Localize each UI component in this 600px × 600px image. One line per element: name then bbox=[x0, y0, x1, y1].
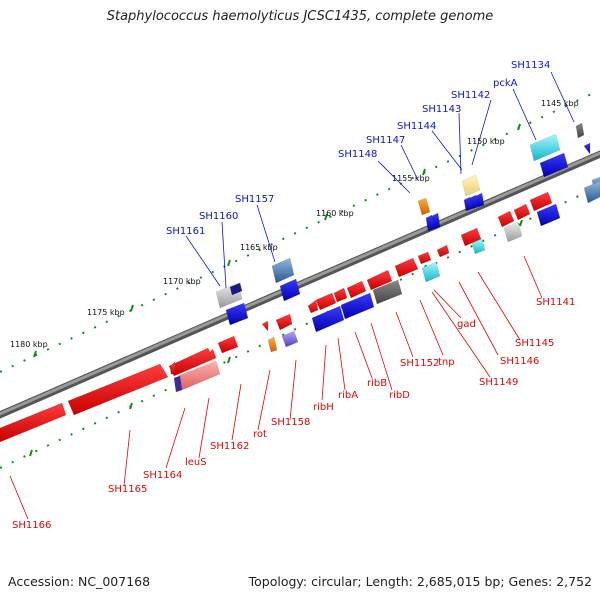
gene-label: rot bbox=[253, 429, 267, 440]
gene-SH1134-arrow bbox=[583, 142, 591, 155]
accession-text: Accession: NC_007168 bbox=[8, 574, 151, 589]
gene-rot-rev bbox=[267, 336, 278, 353]
gene-SH1149 bbox=[436, 244, 450, 258]
gene-SH1141b bbox=[529, 191, 553, 212]
reverse-strand bbox=[0, 180, 600, 443]
genome-backbone bbox=[0, 150, 600, 419]
gene-label: SH1146 bbox=[500, 356, 539, 367]
outer-features bbox=[215, 122, 591, 326]
gene-ribH bbox=[307, 299, 319, 314]
inner-leader-lines bbox=[9, 255, 543, 520]
scale-label: 1145 kbp bbox=[541, 99, 579, 108]
scale-label: 1175 kbp bbox=[87, 308, 125, 317]
gene-label: leuS bbox=[185, 457, 207, 468]
gene-SH1166 bbox=[0, 402, 67, 443]
gene-label: SH1142 bbox=[451, 90, 490, 101]
gene-SH1134-rev bbox=[583, 180, 600, 204]
gene-SH1160 bbox=[225, 302, 249, 326]
gene-SH1148 bbox=[417, 197, 431, 216]
gene-SH1144 bbox=[461, 174, 481, 197]
gene-label: SH1160 bbox=[199, 211, 238, 222]
gene-pckA bbox=[529, 133, 561, 162]
gene-SH1141-rev bbox=[536, 203, 561, 227]
gene-label: SH1145 bbox=[515, 338, 554, 349]
topology-text: Topology: circular; Length: 2,685,015 bp… bbox=[248, 574, 592, 589]
gene-SH1162 bbox=[168, 347, 217, 377]
gene-SH1158-rev bbox=[281, 330, 299, 348]
gene-SH1152-rev bbox=[372, 279, 403, 305]
gene-label: SH1143 bbox=[422, 104, 461, 115]
outer-leader-lines bbox=[185, 71, 575, 289]
gene-SH1145 bbox=[497, 210, 515, 228]
gene-label: SH1144 bbox=[397, 121, 436, 132]
gene-label: SH1147 bbox=[366, 135, 405, 146]
gene-pckA-rev bbox=[539, 152, 569, 178]
gene-label: SH1164 bbox=[143, 470, 182, 481]
gene-SH1147b bbox=[431, 212, 441, 230]
gene-label: tnp bbox=[438, 357, 455, 368]
gene-SH1149-rev bbox=[471, 238, 486, 255]
gene-label: pckA bbox=[493, 78, 518, 89]
gene-label: SH1148 bbox=[338, 149, 377, 160]
gene-ribD bbox=[346, 280, 367, 299]
gene-label: SH1158 bbox=[271, 417, 310, 428]
gene-label: SH1165 bbox=[108, 484, 147, 495]
gene-SH1162-red-tri bbox=[261, 320, 269, 332]
gene-label: SH1166 bbox=[12, 520, 51, 531]
gene-SH1161-dark bbox=[229, 282, 243, 296]
scale-label: 1160 kbp bbox=[316, 209, 354, 218]
gene-rot bbox=[217, 335, 239, 354]
gene-SH1157 bbox=[271, 257, 295, 284]
scale-label: 1150 kbp bbox=[467, 137, 505, 146]
gene-label: ribD bbox=[389, 390, 410, 401]
gene-label: SH1134 bbox=[511, 60, 550, 71]
scale-label: 1180 kbp bbox=[10, 340, 48, 349]
gene-gad bbox=[417, 251, 432, 265]
gene-ribA bbox=[315, 292, 337, 311]
forward-strand bbox=[168, 176, 600, 377]
gene-label: gad bbox=[457, 319, 476, 330]
gene-label: ribH bbox=[313, 402, 334, 413]
gene-label: SH1157 bbox=[235, 194, 274, 205]
page-title: Staphylococcus haemolyticus JCSC1435, co… bbox=[106, 9, 494, 24]
gene-ribA-rev bbox=[340, 292, 375, 320]
gene-ribB bbox=[333, 287, 348, 303]
scale-label: 1165 kbp bbox=[240, 243, 278, 252]
gene-SH1164 bbox=[173, 375, 183, 393]
gene-label: ribB bbox=[367, 378, 387, 389]
scale-label: 1170 kbp bbox=[163, 277, 201, 286]
gene-SH1164-arrow bbox=[169, 361, 177, 375]
gene-label: ribA bbox=[338, 390, 358, 401]
gene-SH1157-rev bbox=[279, 278, 301, 302]
gene-label: SH1161 bbox=[166, 226, 205, 237]
scale-label: 1155 kbp bbox=[392, 174, 430, 183]
gene-SH1152 bbox=[366, 269, 393, 291]
gene-SH1142 bbox=[475, 192, 485, 208]
gene-SH1146 bbox=[460, 227, 482, 247]
gene-SH1165 bbox=[67, 363, 169, 416]
gene-SH1158 bbox=[275, 313, 293, 331]
gene-label: SH1162 bbox=[210, 441, 249, 452]
gene-gad-rev bbox=[421, 261, 441, 283]
gene-SH1134-top bbox=[575, 122, 585, 139]
gene-SH1141a bbox=[513, 203, 531, 221]
gene-label: SH1152 bbox=[400, 358, 439, 369]
gene-ribH-rev bbox=[311, 305, 345, 333]
gene-tnp-rev bbox=[503, 221, 523, 243]
gene-tnp bbox=[394, 257, 419, 278]
gene-label: SH1141 bbox=[536, 297, 575, 308]
gene-label: SH1149 bbox=[479, 377, 518, 388]
major-ticks bbox=[29, 123, 523, 457]
